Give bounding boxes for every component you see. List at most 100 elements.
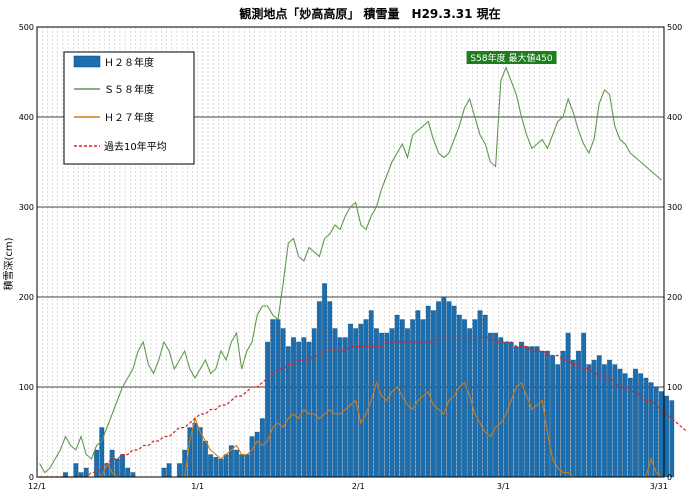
y-tick-label-right: 100 [667, 383, 682, 392]
x-tick-label: 12/1 [28, 482, 46, 491]
bar-h28 [78, 472, 84, 478]
bar-h28 [275, 319, 281, 478]
bar-h28 [591, 359, 597, 478]
bar-h28 [73, 463, 79, 478]
bar-h28 [446, 301, 452, 478]
bar-h28 [260, 418, 265, 478]
bar-h28 [560, 350, 566, 478]
max-annotation-box [466, 51, 557, 64]
plot-frame [36, 26, 665, 478]
bar-h28 [622, 373, 628, 478]
bar-h28 [462, 319, 467, 478]
bar-h28 [379, 332, 384, 478]
bar-h28 [664, 395, 669, 478]
legend-label: Ｓ５８年度 [104, 83, 154, 96]
bar-h28 [456, 314, 462, 478]
y-tick-label-right: 500 [667, 23, 682, 32]
bar-h28 [441, 296, 447, 478]
bar-h28 [498, 337, 504, 478]
bar-h28 [524, 346, 530, 478]
y-tick-label: 200 [19, 293, 34, 302]
bar-h28 [581, 332, 587, 478]
ticks-layer: 0 0 100 100 200 200 300 300 400 400 500 500 12/1 1/1 2… [19, 23, 683, 491]
bar-h28 [363, 319, 369, 478]
max-annotation-label: S58年度 最大値450 [470, 52, 552, 64]
bar-h28 [539, 350, 545, 478]
bar-h28 [254, 431, 260, 478]
bar-h28 [234, 449, 239, 478]
bar-h28 [669, 400, 675, 478]
bar-h28 [384, 332, 390, 478]
bar-h28 [389, 328, 395, 478]
bar-h28 [120, 454, 125, 478]
bar-h28 [633, 368, 638, 478]
bar-h28 [218, 458, 224, 478]
x-tick-label: 3/1 [497, 482, 510, 491]
bar-h28 [244, 454, 250, 478]
bar-h28 [130, 472, 136, 478]
bar-h28 [513, 346, 519, 478]
bar-h28 [327, 301, 333, 478]
bar-h28 [280, 328, 286, 478]
bar-h28 [166, 463, 172, 478]
x-tick-label: 1/1 [191, 482, 204, 491]
bar-h28 [291, 337, 296, 478]
bar-h28 [555, 364, 561, 478]
chart-title: 観測地点「妙高高原」 積雪量 H29.3.31 現在 [239, 6, 500, 21]
bar-h28 [374, 328, 379, 478]
series-line-s58 [39, 65, 662, 474]
bar-h28 [534, 346, 540, 478]
bar-h28 [519, 341, 524, 478]
bar-h28 [177, 463, 182, 478]
bar-h28 [125, 467, 131, 478]
x-tick-label: 2/1 [352, 482, 365, 491]
y-tick-label-right: 200 [667, 293, 682, 302]
bar-h28 [239, 454, 245, 478]
annotation-layer: S58年度 最大値450 [466, 51, 557, 64]
y-axis-label: 積雪深(cm) [2, 237, 15, 290]
y-tick-label: 400 [19, 113, 34, 122]
bar-h28 [643, 377, 649, 478]
bar-h28 [617, 368, 623, 478]
bar-h28 [508, 341, 514, 478]
bar-h28 [311, 328, 317, 478]
bar-h28 [342, 337, 348, 478]
bar-h28 [99, 427, 105, 478]
bar-h28 [270, 319, 276, 478]
bar-h28 [161, 467, 167, 478]
y-tick-label: 0 [29, 473, 34, 482]
bar-h28 [482, 314, 488, 478]
bar-h28 [493, 332, 498, 478]
bar-h28 [586, 364, 592, 478]
bar-h28 [627, 377, 633, 478]
bar-h28 [488, 332, 493, 478]
y-tick-label-right: 0 [667, 473, 672, 482]
x-tick-label: 3/31 [650, 482, 668, 491]
bar-h28 [659, 391, 664, 478]
series-line-avg10 [39, 336, 688, 478]
bar-h28 [83, 467, 89, 478]
legend-label: Ｈ２８年度 [104, 56, 154, 69]
bar-h28 [394, 314, 400, 478]
bar-h28 [638, 373, 644, 478]
bar-h28 [472, 319, 478, 478]
bar-h28 [322, 283, 327, 478]
legend-label: Ｈ２７年度 [104, 111, 154, 124]
bar-h28 [602, 364, 607, 478]
bar-h28 [529, 346, 535, 478]
bar-h28 [114, 458, 120, 478]
bars-layer [63, 283, 675, 478]
bar-h28 [545, 350, 550, 478]
bar-h28 [223, 454, 229, 478]
bar-h28 [420, 319, 426, 478]
grid-layer [37, 26, 664, 478]
bar-h28 [63, 472, 68, 478]
bar-h28 [451, 305, 457, 478]
legend-label: 過去10年平均 [104, 140, 167, 153]
bar-h28 [213, 457, 219, 478]
y-tick-label: 300 [19, 203, 34, 212]
bar-h28 [296, 341, 302, 478]
bar-h28 [337, 337, 343, 478]
